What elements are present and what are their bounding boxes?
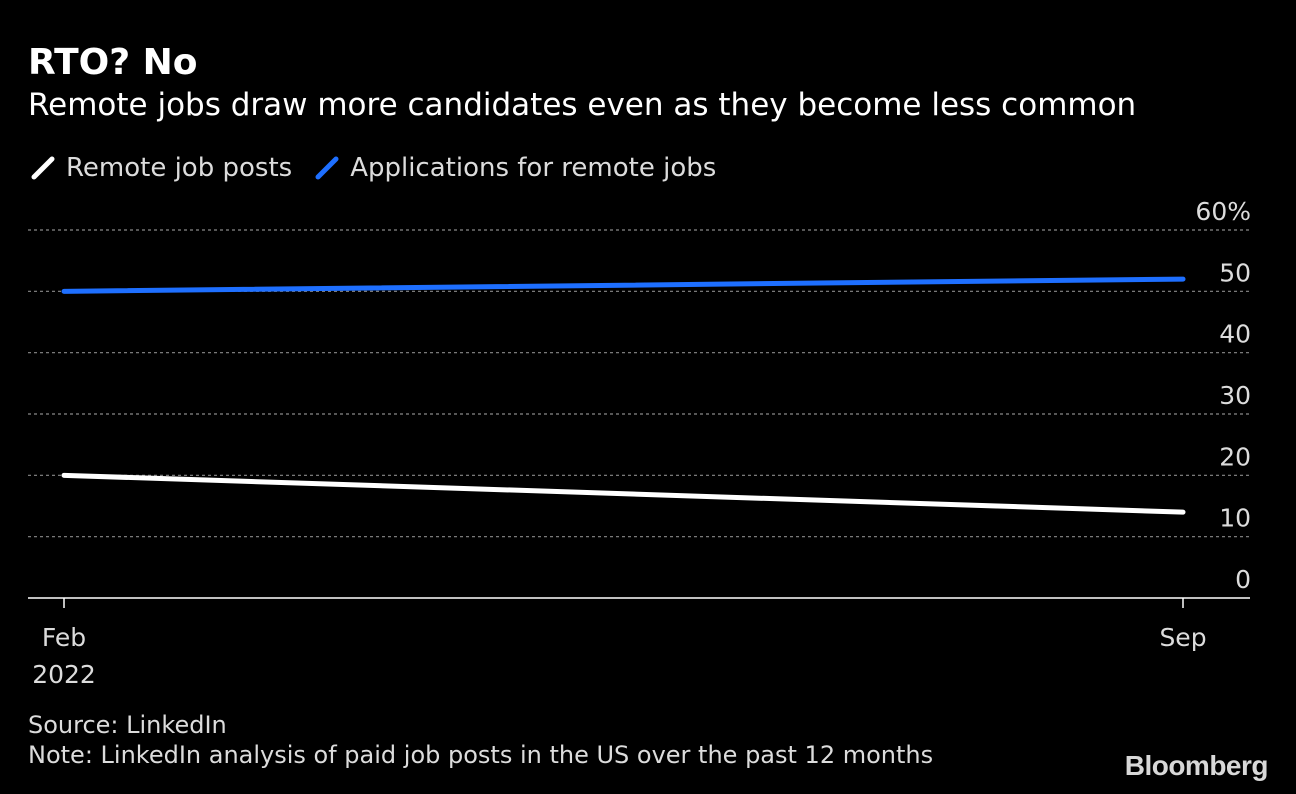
bloomberg-logo: Bloomberg: [1124, 750, 1269, 781]
legend-item-applications: Applications for remote jobs: [312, 153, 716, 183]
legend-swatch-remote-job-posts-icon: [31, 156, 55, 180]
series-line-1: [61, 276, 1186, 294]
axis-layer: 60% 50 40 30 20 10 0 Feb 2022 Sep: [28, 197, 1251, 689]
y-tick-label: 50: [1219, 258, 1251, 287]
series-layer: [61, 276, 1186, 515]
legend-swatch-applications-icon: [315, 156, 339, 180]
y-tick-label: 30: [1219, 381, 1251, 410]
chart-title: RTO? No: [28, 42, 198, 83]
legend-item-remote-job-posts: Remote job posts: [28, 153, 292, 183]
x-tick-label: 2022: [32, 660, 96, 689]
y-tick-label: 40: [1219, 320, 1251, 349]
y-tick-label: 0: [1235, 565, 1251, 594]
x-tick-label: Feb: [42, 623, 86, 652]
legend-label-applications: Applications for remote jobs: [350, 153, 717, 183]
series-line-0: [61, 472, 1186, 515]
legend: Remote job posts Applications for remote…: [28, 150, 736, 186]
grid-layer: [28, 229, 1250, 538]
y-tick-label: 60%: [1195, 197, 1251, 226]
legend-label-remote-job-posts: Remote job posts: [66, 153, 293, 183]
source-note: Source: LinkedIn: [28, 711, 227, 739]
y-tick-label: 20: [1219, 442, 1251, 471]
methodology-note: Note: LinkedIn analysis of paid job post…: [28, 741, 934, 769]
x-tick-label: Sep: [1159, 623, 1206, 652]
y-tick-label: 10: [1219, 504, 1251, 533]
chart-subtitle: Remote jobs draw more candidates even as…: [28, 87, 1137, 123]
